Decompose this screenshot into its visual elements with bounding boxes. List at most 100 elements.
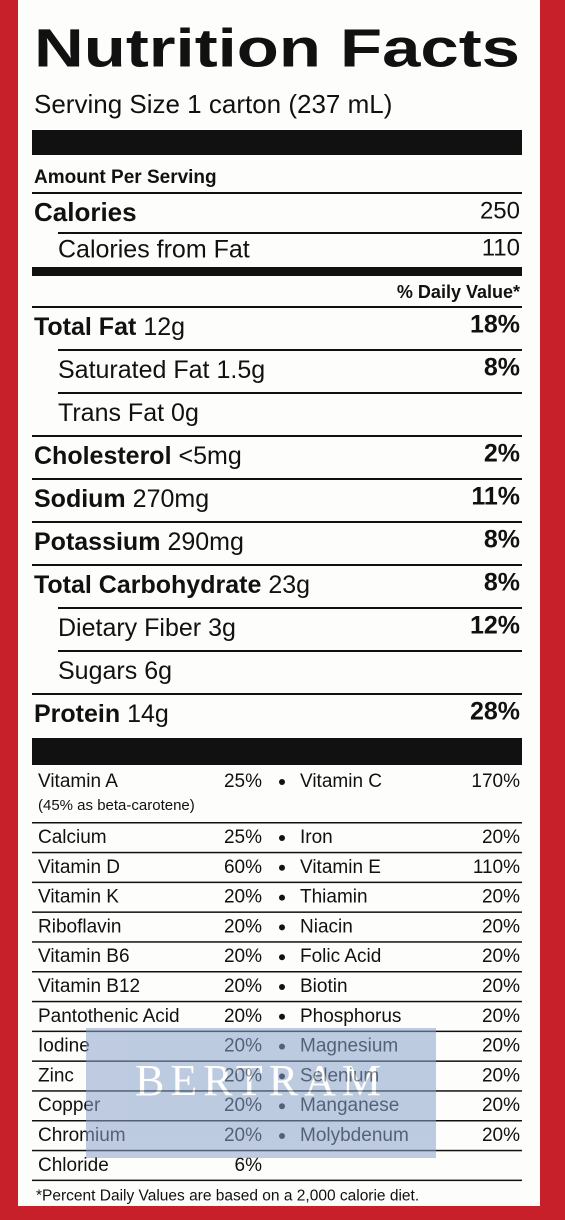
vitamin-dv: 25% bbox=[224, 827, 262, 848]
nutrient: Dietary Fiber 3g bbox=[58, 614, 236, 642]
nutrient: Total Carbohydrate 23g bbox=[34, 571, 310, 599]
footnote: *Percent Daily Values are based on a 2,0… bbox=[36, 1188, 419, 1205]
vitamin-name: Vitamin A bbox=[38, 771, 118, 792]
vitamin-name: Phosphorus bbox=[300, 1006, 401, 1027]
nutrient: Sodium 270mg bbox=[34, 485, 209, 513]
vitamin-name: Iodine bbox=[38, 1036, 90, 1057]
nutrient-name: Total Carbohydrate bbox=[34, 571, 261, 599]
rule bbox=[32, 1000, 522, 1003]
serving-size: Serving Size 1 carton (237 mL) bbox=[34, 89, 392, 119]
vitamin-name: Folic Acid bbox=[300, 946, 381, 967]
rule bbox=[58, 349, 522, 351]
nutrient: Trans Fat 0g bbox=[58, 399, 199, 427]
rule bbox=[32, 192, 522, 194]
vitamin-dv: 20% bbox=[482, 1125, 520, 1146]
nutrient-name: Potassium bbox=[34, 528, 160, 556]
nutrient-name: Sugars bbox=[58, 657, 137, 685]
rule bbox=[32, 941, 522, 943]
bullet bbox=[279, 924, 285, 931]
nutrient: Total Fat 12g bbox=[34, 313, 185, 341]
vitamin-name: Calcium bbox=[38, 827, 107, 848]
nutrient-amount: <5mg bbox=[179, 442, 242, 470]
bullet bbox=[279, 835, 285, 841]
nutrient-amount: 23g bbox=[268, 571, 310, 599]
label-panel bbox=[18, 0, 540, 1206]
rule bbox=[58, 232, 522, 234]
rule bbox=[58, 392, 522, 394]
bullet bbox=[279, 779, 285, 785]
nutrient-amount: 6g bbox=[144, 657, 172, 685]
daily-value-header: % Daily Value* bbox=[397, 282, 520, 302]
nutrient-dv: 2% bbox=[484, 440, 520, 468]
calories-from-fat-label: Calories from Fat bbox=[58, 236, 250, 264]
calories-value: 250 bbox=[480, 197, 520, 224]
nutrient-amount: 3g bbox=[208, 614, 236, 642]
rule bbox=[32, 435, 522, 437]
amount-per-serving: Amount Per Serving bbox=[34, 167, 217, 188]
calories-from-fat-value: 110 bbox=[482, 234, 520, 261]
vitamin-dv: 20% bbox=[482, 916, 520, 937]
nutrient-amount: 14g bbox=[127, 700, 169, 728]
nutrient-dv: 8% bbox=[484, 354, 520, 382]
rule bbox=[32, 881, 522, 884]
bullet bbox=[279, 864, 285, 871]
vitamin-name: Vitamin B6 bbox=[38, 946, 130, 967]
watermark-text: BERTRAM bbox=[135, 1056, 387, 1105]
nutrient: Sugars 6g bbox=[58, 657, 172, 685]
bullet bbox=[279, 1013, 285, 1020]
nutrient-dv: 12% bbox=[470, 612, 520, 640]
rule bbox=[32, 971, 522, 973]
vitamin-name: Copper bbox=[38, 1095, 101, 1116]
bullet bbox=[279, 894, 285, 901]
rows: Total Fat 12g 18% Saturated Fat 1.5g 8% Trans … bbox=[32, 311, 522, 1205]
vitamin-dv: 20% bbox=[224, 887, 262, 908]
vitamin-name: Vitamin K bbox=[38, 887, 119, 908]
vitamin-dv: 60% bbox=[224, 857, 262, 878]
vitamin-dv: 20% bbox=[482, 887, 520, 908]
rule bbox=[32, 564, 522, 566]
vitamin-name: Niacin bbox=[300, 916, 353, 937]
vitamin-dv: 20% bbox=[224, 916, 262, 937]
vitamin-name: Vitamin E bbox=[300, 857, 381, 878]
vitamin-name: Chloride bbox=[38, 1155, 109, 1176]
vitamin-dv: 20% bbox=[482, 1095, 520, 1116]
nutrient: Cholesterol <5mg bbox=[34, 442, 242, 470]
rule bbox=[32, 822, 522, 824]
vitamin-dv: 20% bbox=[482, 976, 520, 997]
rule bbox=[32, 1179, 522, 1182]
vitamin-dv: 6% bbox=[235, 1155, 263, 1176]
nutrient: Saturated Fat 1.5g bbox=[58, 356, 265, 384]
nutrient-name: Saturated Fat bbox=[58, 356, 210, 384]
nutrient-name: Protein bbox=[34, 700, 120, 728]
rule bbox=[32, 693, 522, 695]
nutrient-dv: 18% bbox=[470, 311, 520, 339]
nutrient-dv: 11% bbox=[471, 483, 520, 511]
nutrient-amount: 1.5g bbox=[216, 356, 265, 384]
rule bbox=[32, 911, 522, 913]
rule bbox=[58, 607, 522, 609]
bullet bbox=[279, 954, 285, 961]
vitamin-name: Zinc bbox=[38, 1065, 74, 1086]
rule bbox=[58, 650, 522, 652]
vitamin-name: Vitamin D bbox=[38, 857, 120, 878]
vitamin-dv: 20% bbox=[482, 1036, 520, 1057]
nutrient-amount: 0g bbox=[171, 399, 199, 427]
nutrient-name: Sodium bbox=[34, 485, 126, 513]
vitamin-dv: 110% bbox=[473, 857, 520, 878]
nutrient-name: Dietary Fiber bbox=[58, 614, 201, 642]
nutrient-name: Cholesterol bbox=[34, 442, 172, 470]
watermark: BERTRAM bbox=[86, 1028, 436, 1158]
watermark-box bbox=[86, 1028, 436, 1158]
vitamin-name: Biotin bbox=[300, 976, 348, 997]
thick-rule bbox=[32, 267, 522, 276]
nutrient: Potassium 290mg bbox=[34, 528, 244, 556]
vitamin-name: Vitamin B12 bbox=[38, 976, 140, 997]
rule bbox=[32, 851, 522, 854]
thick-rule bbox=[32, 130, 522, 155]
vitamin-name: Pantothenic Acid bbox=[38, 1006, 180, 1027]
nutrient: Protein 14g bbox=[34, 700, 169, 728]
vitamin-note: (45% as beta-carotene) bbox=[38, 797, 195, 814]
vitamin-dv: 170% bbox=[471, 771, 520, 792]
vitamin-dv: 20% bbox=[482, 827, 520, 848]
